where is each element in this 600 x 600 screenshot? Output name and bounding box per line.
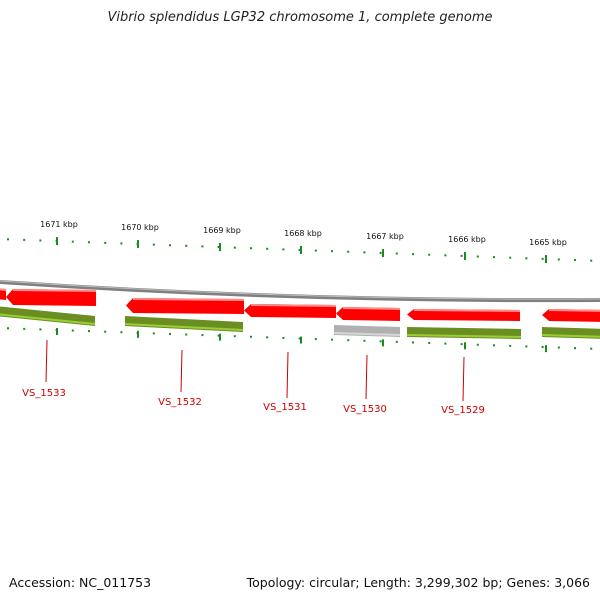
- gene-label-vs-1531[interactable]: VS_1531: [263, 402, 307, 413]
- forward-gene-segment[interactable]: [126, 298, 244, 314]
- map-title: Vibrio splendidus LGP32 chromosome 1, co…: [107, 10, 493, 25]
- gene-label-vs-1532[interactable]: VS_1532: [158, 397, 202, 408]
- forward-gene-segment[interactable]: [542, 309, 600, 322]
- reverse-gene-segment-shadow: [406, 334, 522, 338]
- gene-label-vs-1530[interactable]: VS_1530: [343, 404, 387, 415]
- ruler-labels: 1671 kbp 1670 kbp 1669 kbp 1668 kbp 1667 kbp…: [40, 220, 567, 247]
- gene-callout-line: [180, 349, 183, 393]
- rna-gene-segment-shadow: [333, 332, 401, 336]
- topology-text: Topology: circular; Length: 3,299,302 bp…: [246, 575, 590, 590]
- ruler-label: 1666 kbp: [448, 235, 486, 244]
- forward-gene-segment[interactable]: [0, 288, 6, 300]
- forward-gene-segment[interactable]: [336, 307, 400, 321]
- forward-gene-segment-highlight: [250, 304, 337, 307]
- reverse-gene-segment-shadow: [0, 313, 96, 325]
- reverse-gene-segment-shadow: [124, 323, 244, 331]
- forward-gene-segment-highlight: [548, 309, 600, 312]
- accession-text: Accession: NC_011753: [9, 575, 152, 590]
- gene-callout-line: [45, 339, 48, 383]
- ruler-ticks: [7, 237, 593, 353]
- forward-gene-segment[interactable]: [6, 289, 96, 306]
- ruler-label: 1665 kbp: [529, 238, 567, 247]
- chromosome-backbone-highlight: [0, 280, 600, 300]
- gene-callout-line: [462, 356, 465, 402]
- chromosome-backbone: [0, 280, 600, 303]
- ruler-label: 1668 kbp: [284, 229, 322, 238]
- gene-label-vs-1529[interactable]: VS_1529: [441, 405, 485, 416]
- forward-gene-segment-highlight: [0, 288, 7, 291]
- forward-gene-segment-highlight: [12, 289, 97, 292]
- ruler-label: 1671 kbp: [40, 220, 78, 229]
- ruler-label: 1669 kbp: [203, 226, 241, 235]
- reverse-gene-segment-shadow: [541, 334, 600, 338]
- forward-gene-segment[interactable]: [244, 304, 336, 318]
- gene-callout-line: [365, 354, 368, 400]
- ruler-label: 1670 kbp: [121, 223, 159, 232]
- gene-callout-line: [286, 351, 289, 399]
- forward-gene-segment-highlight: [413, 309, 521, 312]
- gene-label-vs-1533[interactable]: VS_1533: [22, 388, 66, 399]
- ruler-label: 1667 kbp: [366, 232, 404, 241]
- forward-gene-segment[interactable]: [407, 309, 520, 321]
- forward-gene-segment-highlight: [342, 307, 401, 310]
- forward-gene-segment-highlight: [132, 298, 245, 301]
